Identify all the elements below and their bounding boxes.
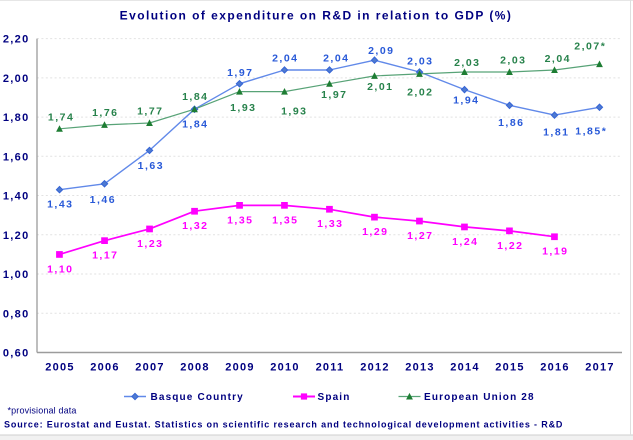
svg-text:0,80: 0,80	[3, 308, 30, 320]
svg-text:2012: 2012	[360, 362, 389, 374]
svg-text:2,03: 2,03	[454, 57, 480, 69]
svg-text:1,32: 1,32	[182, 220, 208, 232]
svg-text:2,07*: 2,07*	[574, 41, 606, 53]
svg-text:1,60: 1,60	[3, 151, 30, 163]
svg-text:1,29: 1,29	[362, 226, 388, 238]
svg-text:2015: 2015	[495, 362, 524, 374]
svg-text:1,23: 1,23	[137, 238, 163, 250]
svg-text:2,20: 2,20	[3, 34, 30, 46]
svg-text:2005: 2005	[45, 362, 74, 374]
svg-text:1,84: 1,84	[182, 91, 208, 103]
svg-text:1,10: 1,10	[47, 263, 73, 275]
svg-text:1,97: 1,97	[321, 89, 347, 101]
svg-text:Spain: Spain	[318, 392, 351, 403]
svg-text:1,84: 1,84	[182, 119, 208, 131]
svg-text:2014: 2014	[450, 362, 479, 374]
svg-text:2,01: 2,01	[367, 81, 393, 93]
svg-text:1,20: 1,20	[3, 230, 30, 242]
svg-text:2016: 2016	[540, 362, 569, 374]
svg-text:1,63: 1,63	[138, 160, 164, 172]
svg-text:2006: 2006	[90, 362, 119, 374]
svg-text:2007: 2007	[135, 362, 164, 374]
svg-text:2,02: 2,02	[407, 86, 433, 98]
svg-text:1,35: 1,35	[227, 214, 253, 226]
svg-text:1,24: 1,24	[452, 236, 478, 248]
svg-text:1,86: 1,86	[498, 117, 524, 129]
svg-text:2,09: 2,09	[368, 45, 394, 57]
svg-text:1,93: 1,93	[281, 106, 307, 118]
svg-text:2,04: 2,04	[545, 53, 571, 65]
svg-text:1,97: 1,97	[227, 67, 253, 79]
svg-text:1,46: 1,46	[90, 194, 116, 206]
svg-text:1,77: 1,77	[137, 106, 163, 118]
svg-text:1,94: 1,94	[453, 94, 479, 106]
svg-text:0,60: 0,60	[3, 348, 30, 360]
svg-text:2,03: 2,03	[407, 55, 433, 67]
svg-text:1,19: 1,19	[542, 246, 568, 258]
svg-text:Basque Country: Basque Country	[151, 392, 244, 403]
svg-text:1,81: 1,81	[543, 126, 569, 138]
svg-text:1,17: 1,17	[92, 250, 118, 262]
svg-text:2,00: 2,00	[3, 73, 30, 85]
svg-text:2011: 2011	[316, 362, 345, 374]
svg-text:1,43: 1,43	[47, 198, 73, 210]
svg-text:1,80: 1,80	[3, 112, 30, 124]
svg-text:2,04: 2,04	[272, 53, 298, 65]
svg-text:2017: 2017	[585, 362, 614, 374]
svg-text:*provisional data: *provisional data	[8, 406, 77, 416]
svg-text:2,03: 2,03	[500, 55, 526, 67]
svg-text:1,00: 1,00	[3, 269, 30, 281]
svg-text:2010: 2010	[270, 362, 299, 374]
svg-text:European Union 28: European Union 28	[424, 392, 535, 403]
svg-text:2009: 2009	[225, 362, 254, 374]
svg-text:1,40: 1,40	[3, 191, 30, 203]
svg-text:2008: 2008	[180, 362, 209, 374]
svg-text:1,33: 1,33	[317, 218, 343, 230]
svg-text:1,22: 1,22	[497, 240, 523, 252]
svg-text:1,35: 1,35	[272, 214, 298, 226]
svg-text:Source: Eurostat and Eustat. S: Source: Eurostat and Eustat. Statistics …	[4, 420, 563, 430]
svg-text:1,85*: 1,85*	[575, 125, 607, 137]
svg-text:1,76: 1,76	[92, 107, 118, 119]
svg-text:Evolution of expenditure on R&: Evolution of expenditure on R&D in relat…	[120, 9, 513, 23]
svg-text:2013: 2013	[405, 362, 434, 374]
svg-text:2,04: 2,04	[323, 53, 349, 65]
svg-text:1,93: 1,93	[230, 102, 256, 114]
svg-text:1,74: 1,74	[48, 111, 74, 123]
svg-text:1,27: 1,27	[407, 230, 433, 242]
